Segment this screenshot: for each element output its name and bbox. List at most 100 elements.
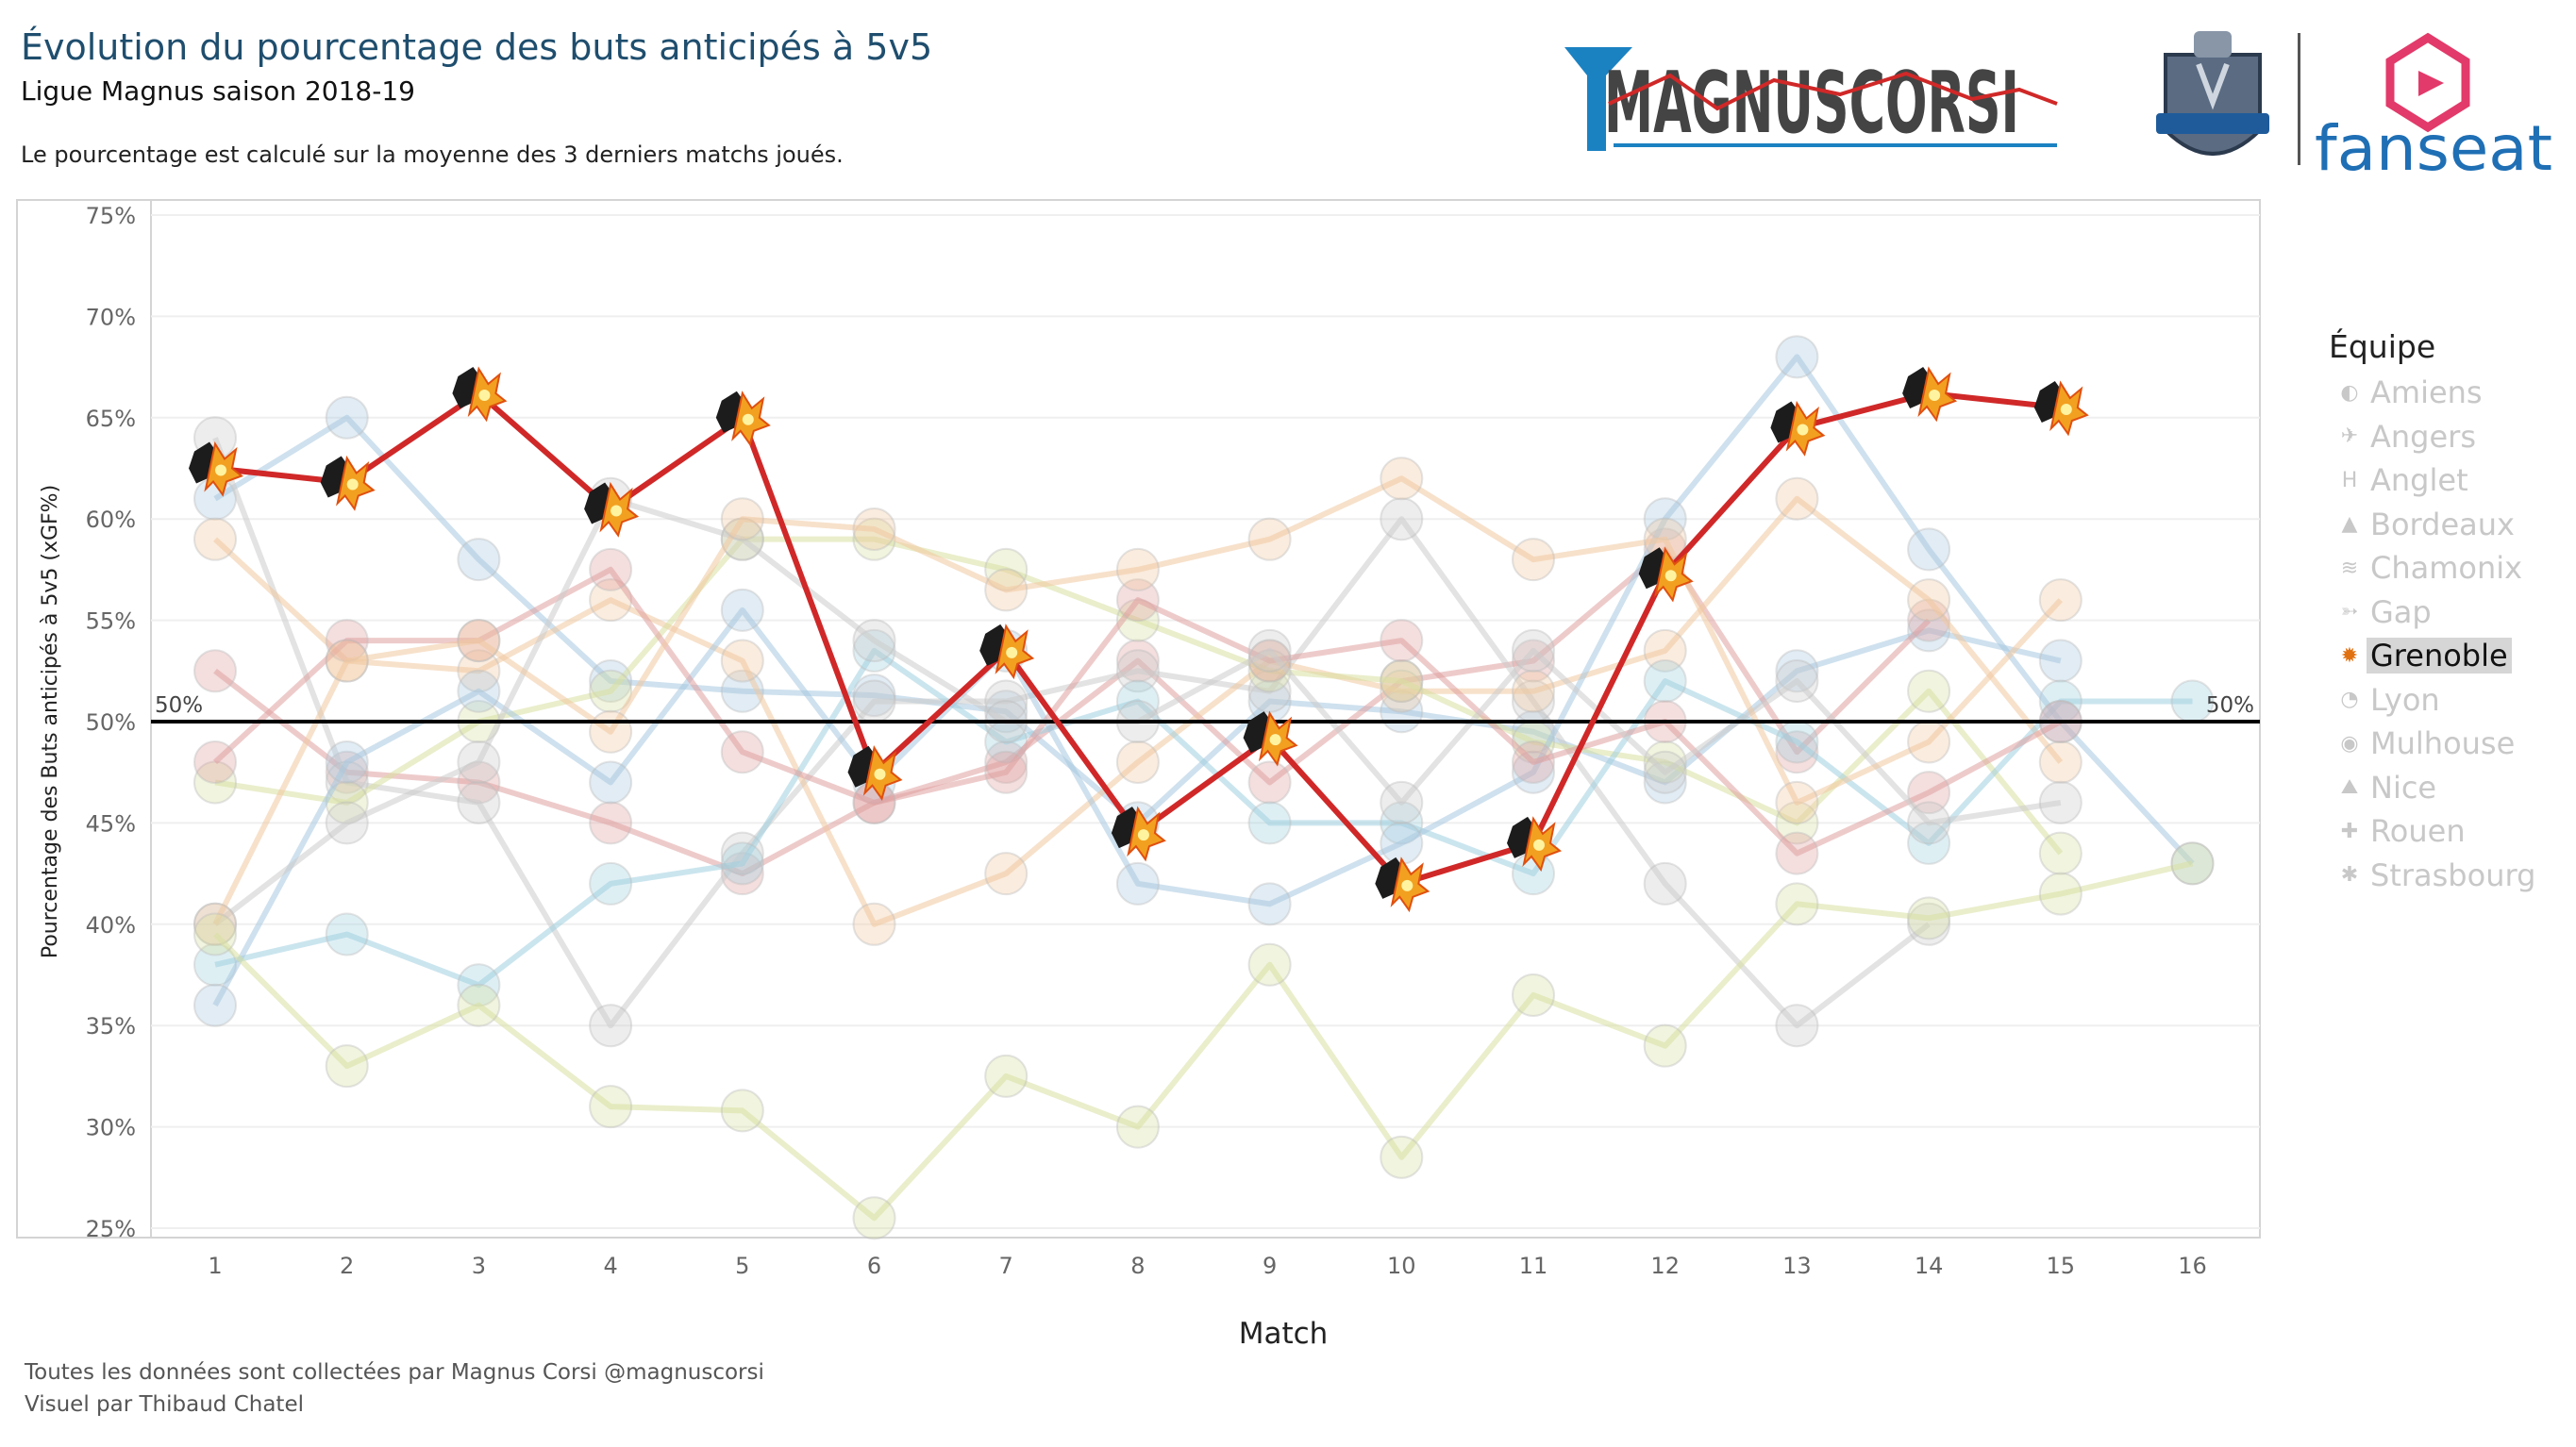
series-point-lyon	[1775, 335, 1819, 379]
legend-team-icon: H	[2341, 468, 2358, 492]
y-tick-label: 75%	[86, 203, 136, 229]
legend-item-label: Gap	[2370, 593, 2432, 630]
legend-item-nice[interactable]: ⛰ Nice	[2329, 766, 2535, 810]
series-point-mulhouse	[720, 730, 764, 774]
series-point-bordeaux	[852, 902, 896, 946]
legend-team-icon: ≋	[2340, 556, 2359, 580]
series-point-strasbourg	[1380, 1135, 1424, 1179]
legend-item-label: Anglet	[2370, 462, 2468, 499]
reference-label-left: 50%	[155, 693, 203, 718]
legend-team-icon: ✚	[2340, 819, 2359, 843]
legend-item-label: Lyon	[2370, 681, 2440, 718]
series-point-angers	[193, 649, 237, 693]
series-point-grenoble	[1111, 806, 1166, 862]
series-point-strasbourg	[1643, 1023, 1687, 1068]
legend-team-icon: ✱	[2340, 863, 2359, 888]
series-line-mulhouse	[212, 566, 2063, 857]
chart-note: Le pourcentage est calculé sur la moyenn…	[21, 141, 844, 168]
series-point-nice	[1380, 780, 1424, 824]
x-tick-label: 16	[2178, 1253, 2207, 1279]
series-point-rouen	[457, 619, 501, 663]
legend-team-icon: ◉	[2340, 731, 2359, 756]
series-point-strasbourg	[1247, 942, 1292, 987]
series-point-chamonix	[1643, 740, 1687, 784]
series-point-strasbourg	[193, 912, 237, 956]
series-point-nice	[852, 619, 896, 663]
series-point-rouen	[2038, 578, 2083, 623]
legend-item-label: Bordeaux	[2370, 506, 2515, 542]
series-point-grenoble	[1902, 366, 1958, 423]
series-point-anglet	[852, 679, 896, 724]
legend-item-anglet[interactable]: H Anglet	[2329, 458, 2535, 503]
series-point-grenoble	[1770, 400, 1826, 457]
series-point-mulhouse	[1380, 619, 1424, 663]
legend-item-label: Chamonix	[2370, 550, 2523, 587]
series-point-rouen	[1775, 780, 1819, 824]
y-tick-label: 45%	[86, 810, 136, 837]
x-tick-label: 14	[1915, 1253, 1944, 1279]
series-point-grenoble	[2033, 380, 2089, 437]
series-point-rouen	[589, 709, 633, 754]
y-tick-label: 60%	[86, 507, 136, 533]
series-point-strasbourg	[1115, 1105, 1160, 1149]
legend-item-label: Grenoble	[2367, 638, 2512, 674]
series-point-grenoble	[979, 624, 1035, 680]
series-point-chamonix	[1380, 659, 1424, 704]
series-point-nice	[1775, 659, 1819, 704]
x-tick-label: 9	[1263, 1253, 1277, 1279]
reference-label-right: 50%	[2206, 693, 2254, 718]
legend-item-grenoble[interactable]: ✹ Grenoble	[2329, 634, 2535, 678]
legend-item-label: Nice	[2370, 769, 2437, 806]
series-point-chamonix	[2038, 831, 2083, 875]
fanseat-wordmark: fanseat	[2315, 112, 2552, 179]
series-point-strasbourg	[1512, 973, 1555, 1017]
series-point-gap	[1643, 659, 1687, 704]
legend-team-icon: ✈	[2340, 424, 2359, 449]
series-line-rouen	[212, 475, 2063, 926]
series-line-bordeaux	[212, 495, 2064, 927]
series-point-nice	[325, 801, 369, 845]
series-point-amiens	[1907, 608, 1951, 653]
legend-item-angers[interactable]: ✈ Angers	[2329, 415, 2535, 459]
logo-separator	[2298, 33, 2300, 165]
series-point-amiens	[852, 674, 896, 718]
y-tick-label: 50%	[86, 709, 136, 736]
series-point-anglet	[457, 780, 501, 824]
series-point-grenoble	[715, 391, 771, 447]
legend-item-chamonix[interactable]: ≋ Chamonix	[2329, 546, 2535, 590]
series-point-strasbourg	[2170, 841, 2215, 886]
series-point-bordeaux	[1115, 740, 1160, 784]
series-point-amiens	[457, 538, 501, 582]
legend-item-bordeaux[interactable]: ▲ Bordeaux	[2329, 503, 2535, 547]
series-point-strasbourg	[984, 1054, 1029, 1098]
y-tick-label: 65%	[86, 406, 136, 432]
series-point-nice	[1512, 628, 1555, 673]
series-point-anglet	[1775, 1004, 1819, 1048]
series-point-strasbourg	[589, 1085, 633, 1129]
series-point-bordeaux	[1907, 578, 1951, 623]
series-point-angers	[1247, 760, 1292, 805]
x-tick-label: 15	[2047, 1253, 2076, 1279]
series-point-grenoble	[1375, 857, 1430, 913]
series-point-grenoble	[847, 745, 903, 801]
x-tick-label: 7	[999, 1253, 1013, 1279]
legend-item-rouen[interactable]: ✚ Rouen	[2329, 809, 2535, 854]
x-tick-label: 11	[1519, 1253, 1548, 1279]
series-point-mulhouse	[193, 740, 237, 784]
x-axis-label: Match	[1239, 1317, 1329, 1351]
legend-item-amiens[interactable]: ◐ Amiens	[2329, 371, 2535, 415]
series-point-bordeaux	[1643, 628, 1687, 673]
series-line-strasbourg	[212, 860, 2194, 1222]
series-point-grenoble	[189, 441, 243, 497]
series-point-chamonix	[589, 669, 633, 713]
series-point-rouen	[1115, 547, 1160, 591]
legend-item-strasbourg[interactable]: ✱ Strasbourg	[2329, 854, 2536, 898]
legend-item-mulhouse[interactable]: ◉ Mulhouse	[2329, 722, 2535, 766]
legend-item-gap[interactable]: ➳ Gap	[2329, 590, 2535, 635]
series-point-lyon	[193, 983, 237, 1027]
series-point-lyon	[589, 760, 633, 805]
legend-team-icon: ◐	[2340, 380, 2359, 405]
series-point-chamonix	[1907, 669, 1951, 713]
legend-item-lyon[interactable]: ◔ Lyon	[2329, 678, 2535, 723]
